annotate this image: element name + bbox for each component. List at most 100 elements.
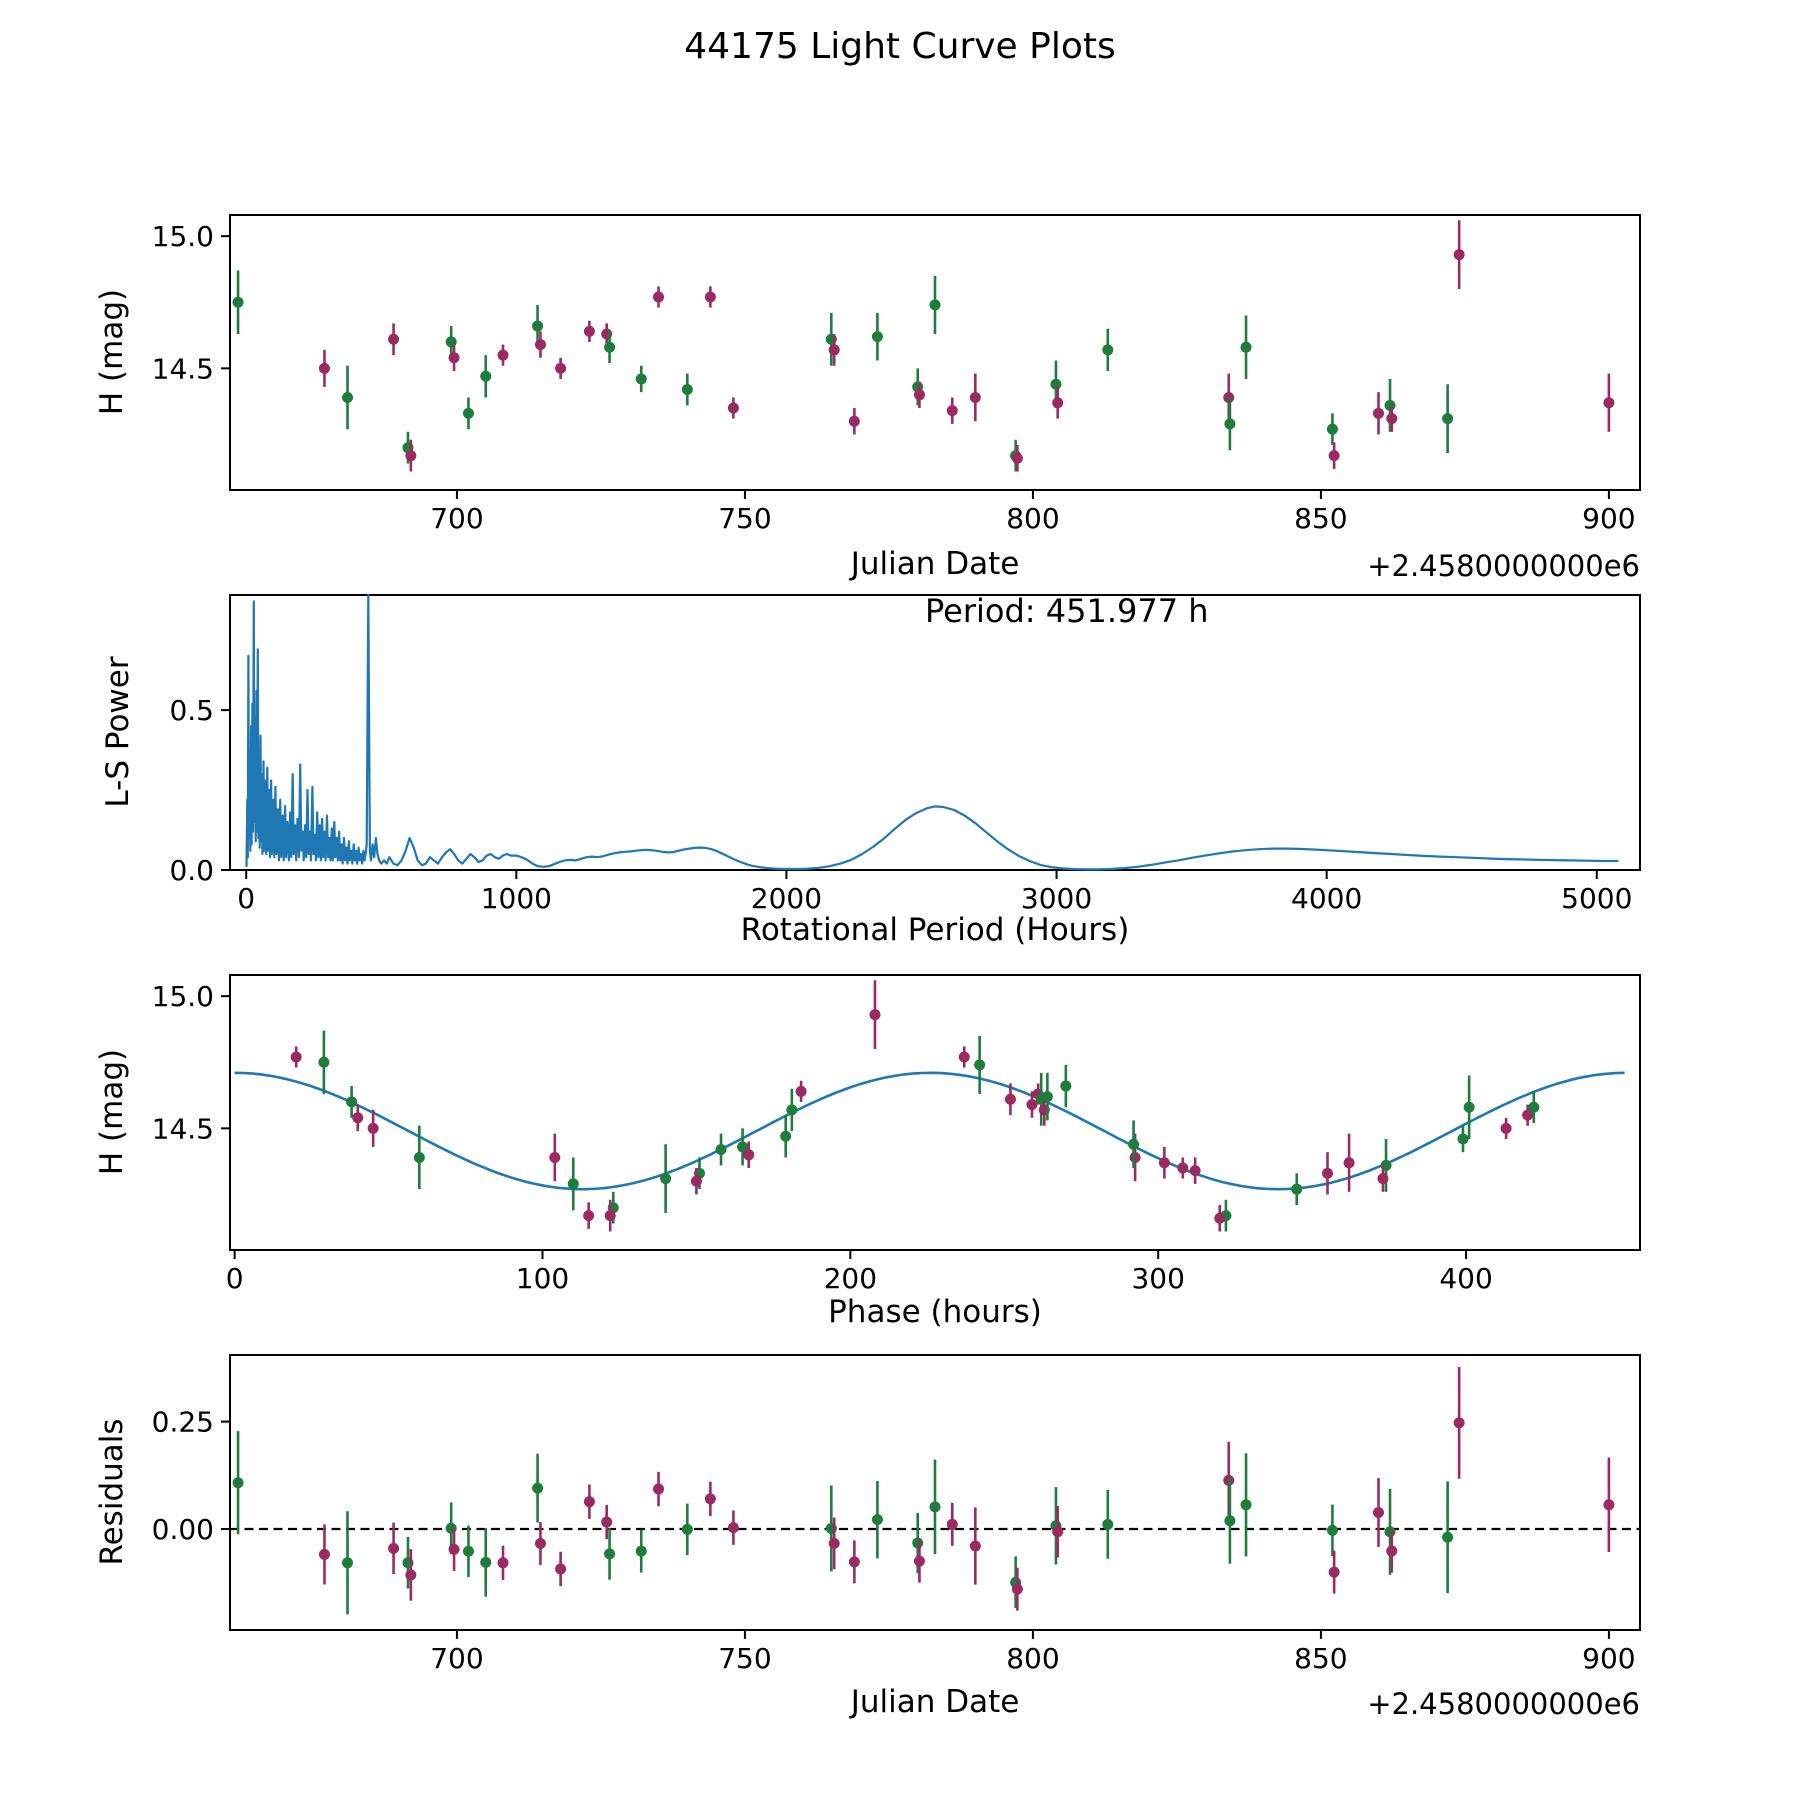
period-annotation: Period: 451.977 h [925,592,1209,630]
residuals-point [1384,1526,1396,1538]
lightcurve-point [534,339,546,351]
phase-point [690,1175,702,1187]
phase-point [318,1056,330,1068]
phase-point [1322,1167,1334,1179]
lightcurve-point [969,391,981,403]
lightcurve-point [1011,452,1023,464]
phase-point [1004,1093,1016,1105]
lightcurve-point [704,291,716,303]
phase-point [660,1173,672,1185]
residuals-x-axis-label: Julian Date [850,1684,1020,1720]
residuals-x-tick-label: 850 [1294,1642,1347,1675]
phase-point [1291,1183,1303,1195]
lightcurve-point [448,352,460,364]
phase-point [1457,1133,1469,1145]
lightcurve-x-axis-offset: +2.4580000000e6 [1367,549,1640,583]
residuals-point [1224,1515,1236,1527]
residuals-point [946,1518,958,1530]
residuals-point [601,1516,613,1528]
phase-x-tick-label: 100 [516,1262,569,1295]
phase-point [1026,1099,1038,1111]
residuals-point [583,1496,595,1508]
residuals-y-tick-label: 0.25 [152,1406,214,1439]
light_curve-x-tick-label: 900 [1582,502,1635,535]
periodogram-x-tick-label: 0 [237,882,255,915]
lightcurve-point [480,370,492,382]
phase-y-tick-label: 15.0 [152,980,214,1013]
residuals-point [388,1542,400,1554]
lightcurve-point [913,389,925,401]
residuals-point [555,1563,567,1575]
lightcurve-point [681,384,693,396]
light_curve-y-tick-label: 15.0 [152,220,214,253]
phase-point [974,1059,986,1071]
phase-point [583,1210,595,1222]
lightcurve-point [1442,413,1454,425]
phase-point [604,1210,616,1222]
lightcurve-point [653,291,665,303]
figure-title: 44175 Light Curve Plots [684,26,1116,67]
periodogram-x-tick-label: 4000 [1291,882,1362,915]
residuals-point [704,1493,716,1505]
periodogram-x-tick-label: 2000 [751,882,822,915]
lightcurve-point [462,407,474,419]
residuals-point [1052,1526,1064,1538]
residuals-point [635,1545,647,1557]
phase-point [869,1009,881,1021]
residuals-point [681,1523,693,1535]
light_curve-spines [229,214,1641,491]
phase-point [1128,1138,1140,1150]
lightcurve-point [1603,397,1615,409]
periodogram-y-tick-label: 0.0 [169,854,214,887]
phase-x-tick-label: 300 [1131,1262,1184,1295]
phase-point [1528,1101,1540,1113]
phase-point [737,1141,749,1153]
lightcurve-point [1240,341,1252,353]
phase-point [352,1112,364,1124]
light_curve-x-tick-label: 850 [1294,502,1347,535]
lightcurve-point [1102,344,1114,356]
residuals-point [848,1556,860,1568]
lightcurve-point [727,402,739,414]
phase-point [780,1130,792,1142]
residuals-point [969,1540,981,1552]
phase-point [1129,1151,1141,1163]
residuals-point [1326,1524,1338,1536]
phase-fit-curve [234,1071,1625,1191]
periodogram-x-axis-label: Rotational Period (Hours) [740,912,1130,948]
lightcurve-point [232,296,244,308]
residuals-point [1328,1566,1340,1578]
residuals-point [1603,1499,1615,1511]
phase-point [1343,1157,1355,1169]
lightcurve-point [1453,249,1465,261]
lightcurve-point [604,341,616,353]
phase-point [1041,1091,1053,1103]
light_curve-axes: 700 750 800 850 900 15.0 14.5 [152,214,1641,535]
phase-point [1214,1212,1226,1224]
residuals-y-tick-label: 0.00 [152,1513,214,1546]
lightcurve-point [929,299,941,311]
phase-x-axis-label: Phase (hours) [828,1294,1042,1330]
periodogram-y-tick-label: 0.5 [169,694,214,727]
residuals-point [1453,1417,1465,1429]
residuals-point [1102,1518,1114,1530]
phase-point [1500,1122,1512,1134]
phase-x-tick-label: 0 [226,1262,244,1295]
light_curve-x-tick-label: 700 [430,502,483,535]
phase-point [743,1149,755,1161]
light_curve-x-tick-label: 800 [1006,502,1059,535]
residuals-point [342,1557,353,1569]
lightcurve-point [1328,450,1340,462]
phase-point [1060,1080,1072,1092]
residuals-point [1240,1499,1252,1511]
residuals-point [1442,1531,1454,1543]
lightcurve-point [555,362,567,374]
lightcurve-point [583,325,595,337]
lightcurve-point [1050,378,1062,390]
lightcurve-point [1326,423,1338,435]
lightcurve-point [388,333,400,345]
lightcurve-point [1052,397,1064,409]
residuals-point [448,1543,460,1555]
lightcurve-point [946,405,958,417]
